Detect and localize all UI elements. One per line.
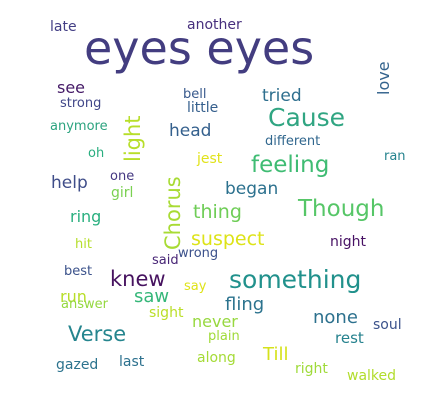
word-ring: ring bbox=[70, 207, 101, 226]
word-suspect: suspect bbox=[191, 228, 265, 250]
word-strong: strong bbox=[60, 96, 101, 111]
word-soul: soul bbox=[373, 317, 402, 333]
word-little: little bbox=[187, 100, 218, 116]
word-answer: answer bbox=[61, 297, 109, 312]
word-see: see bbox=[57, 78, 85, 97]
word-tried: tried bbox=[262, 86, 302, 106]
word-though: Though bbox=[297, 196, 384, 222]
word-saw: saw bbox=[134, 286, 169, 307]
word-one: one bbox=[110, 169, 134, 184]
word-none: none bbox=[313, 307, 358, 328]
word-anymore: anymore bbox=[50, 119, 108, 134]
word-fling: fling bbox=[225, 294, 264, 315]
word-plain: plain bbox=[208, 329, 240, 344]
word-right: right bbox=[295, 361, 328, 377]
word-something: something bbox=[229, 265, 361, 294]
word-girl: girl bbox=[111, 185, 133, 201]
word-chorus: Chorus bbox=[161, 176, 185, 250]
word-verse: Verse bbox=[68, 322, 126, 346]
word-ran: ran bbox=[384, 149, 406, 164]
word-another: another bbox=[187, 17, 242, 33]
word-love: love bbox=[374, 61, 393, 95]
word-feeling: feeling bbox=[251, 152, 329, 178]
word-knew: knew bbox=[110, 267, 166, 291]
word-jest: jest bbox=[196, 151, 223, 167]
word-eyes-eyes: eyes eyes bbox=[84, 21, 314, 75]
word-hit: hit bbox=[75, 237, 92, 252]
word-night: night bbox=[330, 234, 367, 250]
word-head: head bbox=[169, 121, 211, 141]
word-rest: rest bbox=[335, 329, 364, 347]
word-thing: thing bbox=[193, 201, 242, 223]
word-bell: bell bbox=[183, 87, 206, 102]
word-run: run bbox=[60, 287, 87, 306]
word-light: light bbox=[121, 115, 145, 162]
word-different: different bbox=[265, 134, 320, 149]
word-late: late bbox=[50, 19, 77, 35]
word-cause: Cause bbox=[268, 103, 345, 132]
word-oh: oh bbox=[88, 146, 104, 161]
word-walked: walked bbox=[347, 368, 396, 384]
word-said: said bbox=[152, 253, 179, 268]
word-help: help bbox=[51, 173, 88, 193]
word-along: along bbox=[197, 350, 236, 366]
word-last: last bbox=[119, 354, 145, 370]
word-never: never bbox=[192, 312, 238, 331]
word-sight: sight bbox=[149, 305, 184, 321]
word-say: say bbox=[184, 279, 207, 294]
word-began: began bbox=[225, 179, 278, 199]
word-best: best bbox=[64, 264, 92, 279]
word-gazed: gazed bbox=[56, 357, 98, 373]
word-wrong: wrong bbox=[178, 246, 218, 261]
word-till: Till bbox=[262, 344, 288, 365]
